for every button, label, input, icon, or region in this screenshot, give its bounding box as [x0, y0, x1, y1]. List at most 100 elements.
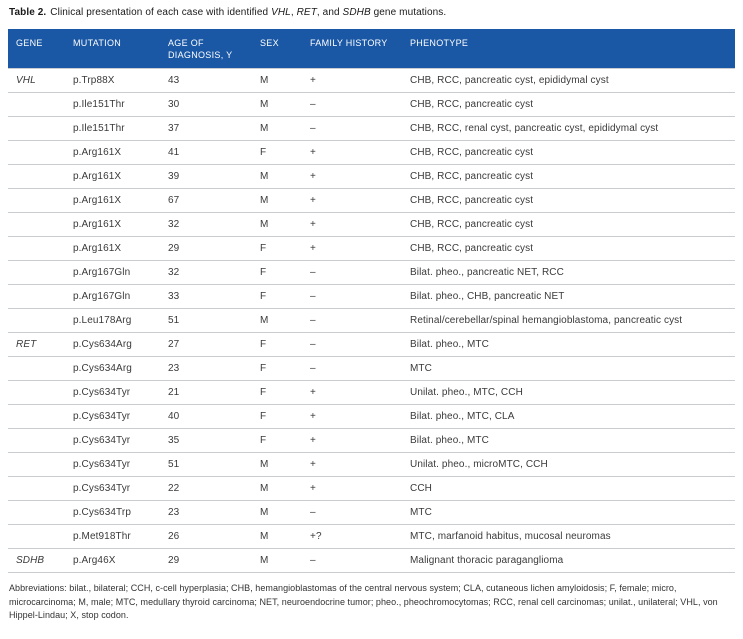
- cell-family_history: –: [310, 99, 316, 110]
- cell-sex: M: [260, 483, 269, 494]
- cell-sex: M: [260, 531, 269, 542]
- table-row: p.Cys634Arg 23 F – MTC: [8, 357, 735, 381]
- cell-family_history: +: [310, 195, 316, 206]
- cell-gene: SDHB: [16, 555, 45, 566]
- cell-family_history: +: [310, 411, 316, 422]
- table-row: p.Cys634Tyr 40 F + Bilat. pheo., MTC, CLA: [8, 405, 735, 429]
- cell-phenotype: Bilat. pheo., MTC: [410, 339, 489, 350]
- cell-age: 43: [168, 75, 180, 86]
- cell-mutation: p.Arg161X: [73, 243, 122, 254]
- cell-phenotype: Bilat. pheo., CHB, pancreatic NET: [410, 291, 565, 302]
- table-row: p.Cys634Tyr 35 F + Bilat. pheo., MTC: [8, 429, 735, 453]
- table-row: p.Cys634Tyr 22 M + CCH: [8, 477, 735, 501]
- cell-age: 32: [168, 267, 180, 278]
- cell-age: 21: [168, 387, 180, 398]
- column-header-sex: SEX: [260, 29, 310, 69]
- cell-phenotype: CHB, RCC, pancreatic cyst: [410, 99, 534, 110]
- table-caption-text: Clinical presentation of each case with …: [50, 7, 272, 18]
- cell-gene: [8, 501, 73, 525]
- cell-phenotype: Bilat. pheo., MTC: [410, 435, 489, 446]
- cell-gene: [8, 213, 73, 237]
- cell-age: 39: [168, 171, 180, 182]
- cell-phenotype: MTC: [410, 507, 432, 518]
- cell-family_history: +: [310, 219, 316, 230]
- cell-age: 51: [168, 315, 180, 326]
- cell-mutation: p.Arg161X: [73, 219, 122, 230]
- cell-gene: [8, 261, 73, 285]
- cell-gene: [8, 237, 73, 261]
- table-row: p.Arg161X 41 F + CHB, RCC, pancreatic cyst: [8, 141, 735, 165]
- table-row: p.Ile151Thr 37 M – CHB, RCC, renal cyst, pan…: [8, 117, 735, 141]
- cell-mutation: p.Arg161X: [73, 171, 122, 182]
- cell-age: 37: [168, 123, 180, 134]
- table-row: p.Ile151Thr 30 M – CHB, RCC, pancreatic cyst: [8, 93, 735, 117]
- cell-mutation: p.Arg167Gln: [73, 291, 131, 302]
- cell-family_history: –: [310, 315, 316, 326]
- cell-gene: [8, 141, 73, 165]
- cell-mutation: p.Cys634Tyr: [73, 459, 131, 470]
- gene-name-sdhb: SDHB: [342, 7, 371, 18]
- cell-age: 32: [168, 219, 180, 230]
- cell-family_history: –: [310, 267, 316, 278]
- cell-gene: [8, 405, 73, 429]
- cell-phenotype: Malignant thoracic paraganglioma: [410, 555, 564, 566]
- cell-mutation: p.Arg167Gln: [73, 267, 131, 278]
- cell-sex: F: [260, 411, 267, 422]
- table-row: p.Cys634Trp 23 M – MTC: [8, 501, 735, 525]
- cell-sex: M: [260, 219, 269, 230]
- cell-phenotype: CHB, RCC, pancreatic cyst: [410, 147, 534, 158]
- cell-gene: [8, 93, 73, 117]
- caption-separator: ,: [290, 7, 297, 18]
- cell-age: 22: [168, 483, 180, 494]
- cell-phenotype: CHB, RCC, pancreatic cyst: [410, 171, 534, 182]
- table-row: RET p.Cys634Arg 27 F – Bilat. pheo., MTC: [8, 333, 735, 357]
- cell-phenotype: Unilat. pheo., MTC, CCH: [410, 387, 523, 398]
- table-row: SDHB p.Arg46X 29 M – Malignant thoracic parag…: [8, 549, 735, 573]
- cell-phenotype: CHB, RCC, pancreatic cyst: [410, 243, 534, 254]
- cell-mutation: p.Arg161X: [73, 195, 122, 206]
- cell-mutation: p.Cys634Tyr: [73, 435, 131, 446]
- cell-mutation: p.Cys634Tyr: [73, 483, 131, 494]
- cell-sex: M: [260, 75, 269, 86]
- cell-family_history: +: [310, 147, 316, 158]
- cell-family_history: +: [310, 483, 316, 494]
- cell-gene: [8, 453, 73, 477]
- cell-phenotype: CHB, RCC, pancreatic cyst: [410, 219, 534, 230]
- cell-mutation: p.Leu178Arg: [73, 315, 132, 326]
- column-header-phenotype: PHENOTYPE: [410, 29, 735, 69]
- cell-age: 29: [168, 243, 180, 254]
- cell-phenotype: CHB, RCC, pancreatic cyst: [410, 195, 534, 206]
- table-row: p.Arg167Gln 33 F – Bilat. pheo., CHB, pancre…: [8, 285, 735, 309]
- table-caption-label: Table 2.: [9, 7, 47, 18]
- cell-sex: M: [260, 507, 269, 518]
- cell-age: 23: [168, 363, 180, 374]
- cell-age: 26: [168, 531, 180, 542]
- cell-phenotype: Unilat. pheo., microMTC, CCH: [410, 459, 548, 470]
- cell-gene: [8, 189, 73, 213]
- cell-sex: F: [260, 339, 267, 350]
- cell-family_history: –: [310, 363, 316, 374]
- table-figure: Table 2. Clinical presentation of each ca…: [8, 7, 735, 620]
- cell-family_history: +: [310, 171, 316, 182]
- cell-mutation: p.Trp88X: [73, 75, 115, 86]
- gene-name-vhl: VHL: [271, 7, 291, 18]
- cell-age: 23: [168, 507, 180, 518]
- cell-age: 41: [168, 147, 180, 158]
- cell-mutation: p.Ile151Thr: [73, 99, 125, 110]
- cell-sex: F: [260, 363, 267, 374]
- table-body: VHL p.Trp88X 43 M + CHB, RCC, pancreatic cyst…: [8, 68, 735, 573]
- table-caption-end: gene mutations.: [370, 7, 447, 18]
- cell-gene: [8, 285, 73, 309]
- cell-age: 30: [168, 99, 180, 110]
- cell-mutation: p.Ile151Thr: [73, 123, 125, 134]
- cell-sex: M: [260, 99, 269, 110]
- cell-sex: F: [260, 267, 267, 278]
- cell-sex: F: [260, 435, 267, 446]
- cell-family_history: –: [310, 291, 316, 302]
- table-row: p.Cys634Tyr 21 F + Unilat. pheo., MTC, CCH: [8, 381, 735, 405]
- abbreviations-note: Abbreviations: bilat., bilateral; CCH, c…: [9, 583, 718, 620]
- cell-phenotype: MTC, marfanoid habitus, mucosal neuromas: [410, 531, 611, 542]
- cell-phenotype: CHB, RCC, pancreatic cyst, epididymal cy…: [410, 75, 609, 86]
- cell-family_history: –: [310, 123, 316, 134]
- cell-age: 40: [168, 411, 180, 422]
